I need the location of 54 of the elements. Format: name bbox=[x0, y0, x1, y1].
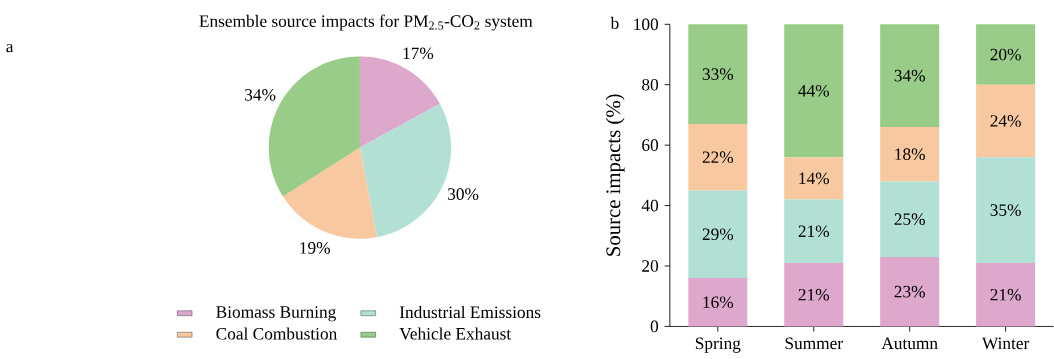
bar bbox=[784, 157, 844, 200]
data-label: 29% bbox=[702, 228, 734, 241]
y-axis-title: Source impacts (%) bbox=[605, 94, 625, 257]
data-label: 22% bbox=[702, 151, 734, 164]
data-label: 18% bbox=[895, 148, 925, 161]
text: a bbox=[6, 44, 14, 53]
y-tick-label: 60 bbox=[642, 139, 659, 152]
bar bbox=[976, 263, 1036, 327]
bar bbox=[880, 24, 940, 128]
y-tick-label: 80 bbox=[642, 79, 659, 91]
data-label: 24% bbox=[990, 115, 1021, 128]
data-label: 19% bbox=[300, 242, 330, 255]
bar bbox=[688, 124, 748, 191]
bar bbox=[688, 190, 748, 279]
data-label: 21% bbox=[798, 225, 830, 238]
bar bbox=[976, 84, 1036, 158]
data-label: 21% bbox=[798, 289, 830, 301]
data-label: 34% bbox=[245, 89, 276, 101]
bar bbox=[784, 263, 844, 327]
legend-label: Coal Combustion bbox=[216, 327, 338, 340]
x-tick-label: Autumn bbox=[881, 337, 938, 350]
x-tick-label: Winter bbox=[981, 337, 1030, 350]
bar bbox=[976, 24, 1036, 85]
data-label: 44% bbox=[798, 85, 830, 97]
data-label: 25% bbox=[894, 213, 925, 226]
bar bbox=[880, 257, 940, 327]
legend-label: Biomass Burning bbox=[216, 306, 336, 322]
bar bbox=[976, 157, 1036, 264]
y-tick-label: 20 bbox=[642, 260, 659, 273]
bar bbox=[784, 24, 844, 158]
bar bbox=[880, 181, 940, 258]
y-tick-label: 0 bbox=[650, 320, 659, 333]
bar bbox=[880, 127, 940, 182]
data-label: 14% bbox=[799, 172, 830, 185]
data-label: 20% bbox=[990, 48, 1021, 61]
legend-label: Vehicle Exhaust bbox=[399, 327, 512, 340]
data-label: 35% bbox=[990, 204, 1021, 217]
legend-label: Industrial Emissions bbox=[399, 306, 541, 319]
data-label: 16% bbox=[703, 296, 734, 309]
x-tick-label: Summer bbox=[785, 337, 843, 350]
x-tick-label: Spring bbox=[695, 337, 741, 353]
data-label: 33% bbox=[702, 68, 734, 81]
data-label: 34% bbox=[894, 70, 925, 82]
chart-title: Ensemble source impacts for PM$_{2.5}$-CO$_{2}$ system bbox=[199, 14, 533, 31]
data-label: 23% bbox=[894, 286, 925, 298]
bar bbox=[688, 24, 748, 125]
bar bbox=[688, 278, 748, 327]
data-label: 21% bbox=[990, 289, 1021, 301]
data-label: 17% bbox=[403, 47, 434, 60]
y-tick-label: 40 bbox=[641, 199, 659, 212]
text: b bbox=[610, 17, 619, 30]
bar bbox=[784, 199, 844, 264]
y-tick-label: 100 bbox=[634, 18, 659, 31]
data-label: 30% bbox=[448, 188, 479, 201]
